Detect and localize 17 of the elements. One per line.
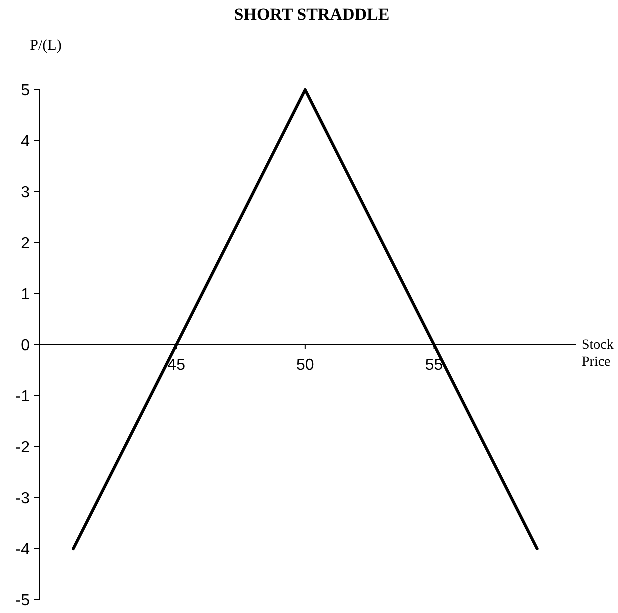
chart-title: SHORT STRADDLE [234, 5, 390, 24]
x-tick-label: 55 [425, 357, 444, 374]
y-tick-label: -4 [16, 542, 30, 559]
x-axis-title: Stock Price [582, 338, 614, 370]
x-tick-label: 50 [296, 357, 314, 374]
y-tick-label: 4 [21, 134, 30, 151]
y-tick-label: -1 [16, 388, 30, 406]
x-tick-label: 45 [168, 357, 186, 374]
y-tick-label: 0 [21, 338, 30, 355]
y-tick-label: -2 [16, 440, 30, 457]
y-tick-label: 3 [21, 184, 30, 202]
y-tick-label: 2 [21, 236, 30, 253]
y-tick-label: -5 [16, 592, 30, 610]
y-tick-label: 1 [21, 286, 30, 304]
y-tick-label: -3 [16, 490, 30, 508]
y-axis-title: P/(L) [30, 38, 62, 54]
y-tick-label: 5 [21, 82, 30, 100]
